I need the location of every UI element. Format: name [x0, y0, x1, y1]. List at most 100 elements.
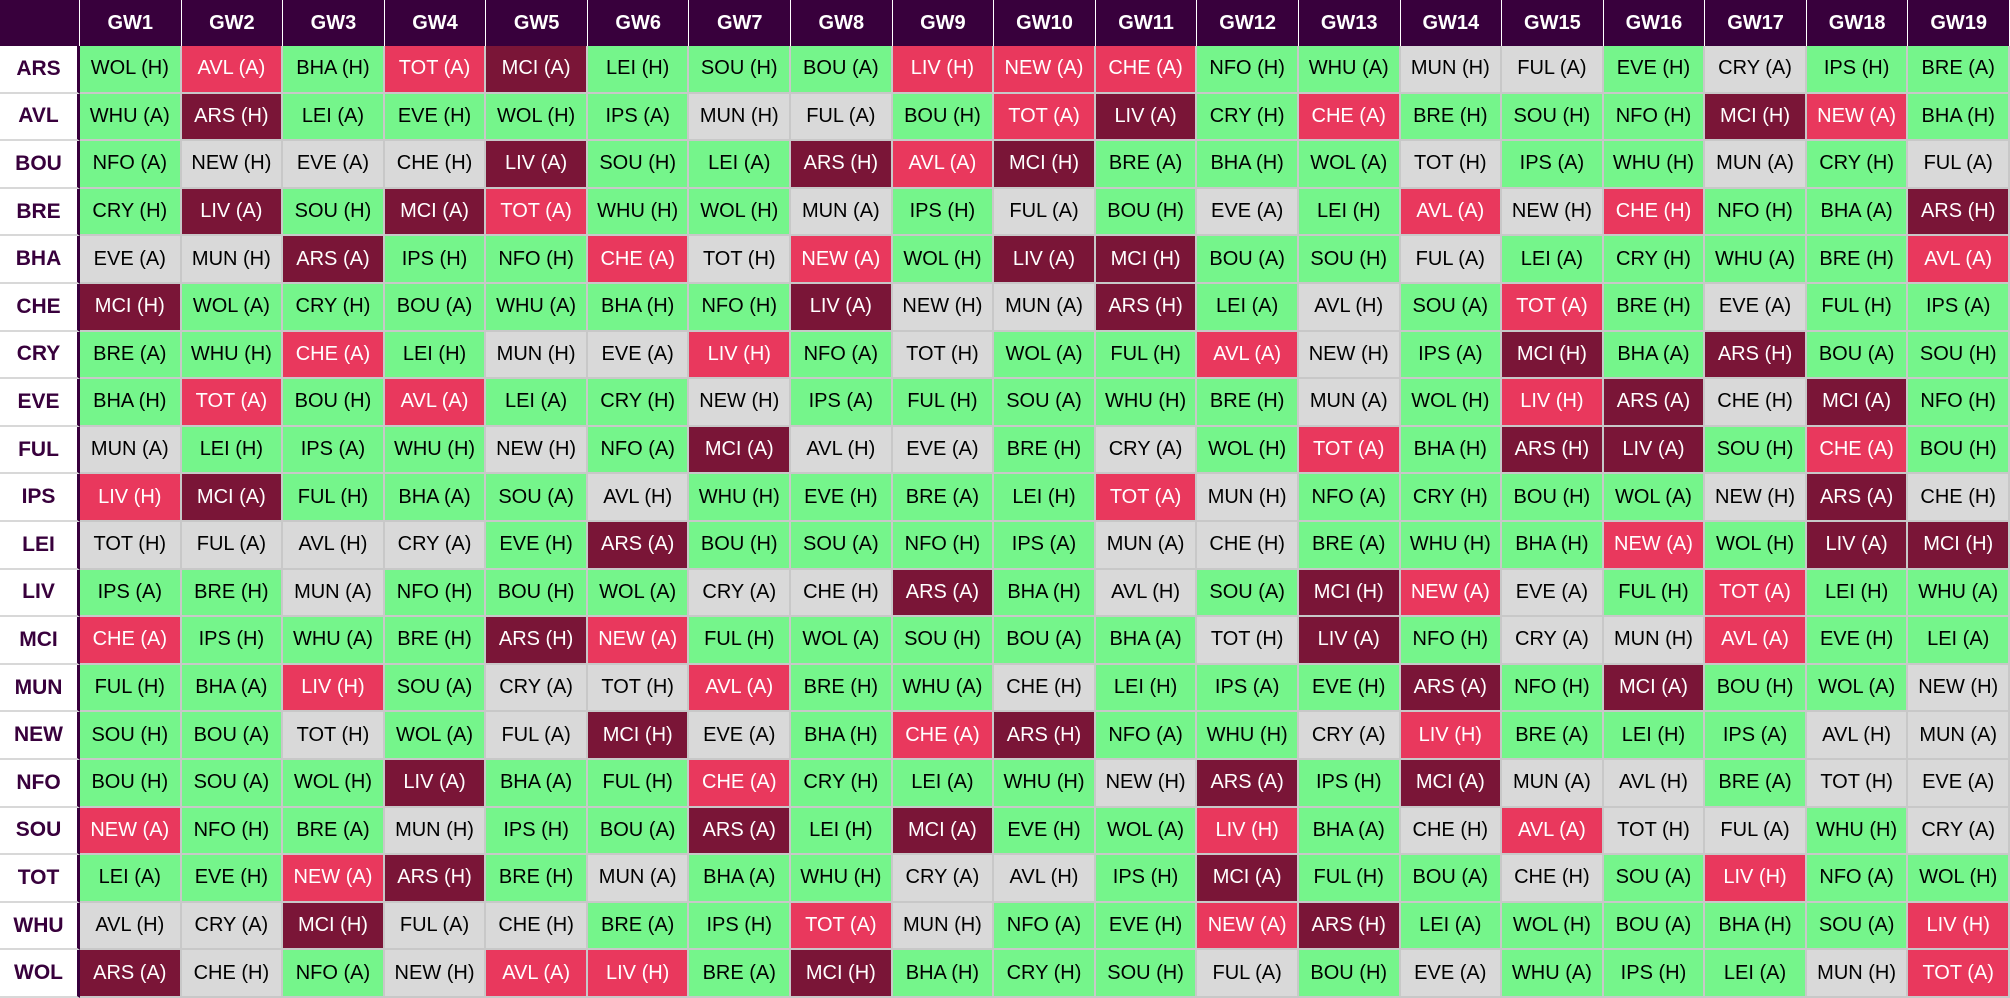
fixture-cell: CHE (H): [1705, 379, 1807, 427]
fixture-cell: EVE (A): [1502, 569, 1604, 618]
fixture-cell: BRE (H): [1603, 283, 1706, 332]
fixture-cell: BRE (H): [791, 664, 893, 713]
fixture-cell: TOT (A): [486, 188, 588, 237]
fixture-cell: BOU (H): [486, 569, 588, 618]
fixture-cell: CHE (A): [587, 236, 690, 284]
fixture-cell: BOU (H): [283, 379, 385, 427]
fixture-cell: BRE (A): [1298, 521, 1401, 570]
fixture-cell: NEW (H): [1908, 664, 2010, 713]
fixture-cell: WHU (A): [486, 283, 588, 332]
fixture-cell: TOT (A): [1298, 426, 1401, 475]
team-label: BOU: [0, 141, 80, 189]
fixture-cell: LEI (A): [892, 759, 995, 808]
gameweek-header: GW17: [1705, 0, 1807, 46]
fixture-cell: NEW (A): [1806, 93, 1909, 142]
fixture-cell: CRY (A): [1502, 617, 1604, 665]
fixture-cell: NFO (A): [1806, 855, 1909, 903]
fixture-cell: MCI (A): [1400, 759, 1503, 808]
fixture-cell: IPS (A): [791, 379, 893, 427]
fixture-cell: MUN (A): [791, 188, 893, 237]
fixture-cell: TOT (H): [283, 712, 385, 760]
fixture-cell: FUL (H): [892, 379, 995, 427]
fixture-cell: ARS (H): [1502, 426, 1604, 475]
fixture-cell: WHU (H): [1603, 141, 1706, 189]
fixture-cell: NEW (H): [1705, 474, 1807, 522]
fixture-cell: EVE (A): [1400, 950, 1503, 998]
fixture-cell: WHU (H): [587, 188, 690, 237]
fixture-cell: BRE (A): [1502, 712, 1604, 760]
fixture-cell: SOU (H): [1095, 950, 1198, 998]
team-label: WHU: [0, 902, 80, 951]
fixture-cell: CHE (H): [1908, 474, 2010, 522]
fixture-cell: LIV (H): [689, 331, 792, 380]
fixture-cell: WHU (H): [994, 759, 1096, 808]
fixture-cell: MUN (H): [384, 807, 487, 856]
fixture-cell: IPS (A): [1908, 283, 2010, 332]
fixture-cell: WOL (H): [283, 759, 385, 808]
fixture-cell: FUL (A): [1908, 141, 2010, 189]
fixture-cell: IPS (A): [994, 521, 1096, 570]
fixture-cell: CRY (A): [689, 569, 792, 618]
team-label: AVL: [0, 93, 80, 142]
team-label: FUL: [0, 426, 80, 475]
fixture-cell: BHA (A): [689, 855, 792, 903]
fixture-cell: AVL (A): [1908, 236, 2010, 284]
fixture-cell: ARS (A): [587, 521, 690, 570]
team-label: MCI: [0, 617, 80, 665]
gameweek-header: GW5: [486, 0, 588, 46]
team-label: BRE: [0, 188, 80, 237]
fixture-cell: BOU (H): [1298, 950, 1401, 998]
fixture-cell: ARS (A): [1806, 474, 1909, 522]
gameweek-header: GW13: [1298, 0, 1401, 46]
fixture-cell: ARS (A): [283, 236, 385, 284]
fixture-cell: BRE (A): [1705, 759, 1807, 808]
fixture-cell: WOL (A): [181, 283, 284, 332]
fixture-cell: CHE (A): [1806, 426, 1909, 475]
fixture-cell: CRY (A): [1705, 46, 1807, 94]
fixture-cell: CHE (H): [1502, 855, 1604, 903]
fixture-cell: MCI (A): [384, 188, 487, 237]
fixture-cell: LEI (H): [1603, 712, 1706, 760]
fixture-cell: MUN (A): [1908, 712, 2010, 760]
fixture-cell: EVE (A): [1705, 283, 1807, 332]
fixture-cell: LEI (H): [1095, 664, 1198, 713]
fixture-cell: MCI (A): [1603, 664, 1706, 713]
fixture-cell: NEW (A): [1603, 521, 1706, 570]
fixture-cell: WHU (H): [1400, 521, 1503, 570]
fixture-cell: WHU (H): [181, 331, 284, 380]
fixture-cell: FUL (A): [384, 902, 487, 951]
fixture-cell: AVL (A): [384, 379, 487, 427]
gameweek-header: GW8: [791, 0, 893, 46]
fixture-cell: WOL (H): [80, 46, 182, 94]
fixture-cell: AVL (H): [1806, 712, 1909, 760]
fixture-cell: BRE (H): [1197, 379, 1299, 427]
fixture-cell: BRE (H): [1400, 93, 1503, 142]
fixture-cell: IPS (H): [1603, 950, 1706, 998]
fixture-cell: TOT (A): [1908, 950, 2010, 998]
fixture-cell: WOL (A): [384, 712, 487, 760]
fixture-cell: CHE (H): [486, 902, 588, 951]
fixture-cell: FUL (A): [486, 712, 588, 760]
fixture-cell: CRY (A): [486, 664, 588, 713]
fixture-cell: NEW (A): [994, 46, 1096, 94]
fixture-cell: MCI (H): [1298, 569, 1401, 618]
fixture-cell: NFO (H): [689, 283, 792, 332]
fixture-cell: NEW (A): [80, 807, 182, 856]
fixture-cell: LEI (H): [1298, 188, 1401, 237]
team-label: EVE: [0, 379, 80, 427]
fixture-cell: WOL (A): [994, 331, 1096, 380]
gameweek-header: GW1: [80, 0, 182, 46]
fixture-cell: NFO (A): [791, 331, 893, 380]
fixture-cell: TOT (H): [1400, 141, 1503, 189]
fixture-cell: LEI (A): [80, 855, 182, 903]
fixture-cell: ARS (A): [892, 569, 995, 618]
fixture-cell: NFO (A): [1298, 474, 1401, 522]
fixture-cell: WOL (H): [892, 236, 995, 284]
fixture-cell: BHA (H): [994, 569, 1096, 618]
fixture-cell: CHE (H): [384, 141, 487, 189]
fixture-cell: FUL (H): [283, 474, 385, 522]
fixture-cell: SOU (A): [1603, 855, 1706, 903]
fixture-cell: BRE (H): [1806, 236, 1909, 284]
fixture-cell: LIV (H): [892, 46, 995, 94]
